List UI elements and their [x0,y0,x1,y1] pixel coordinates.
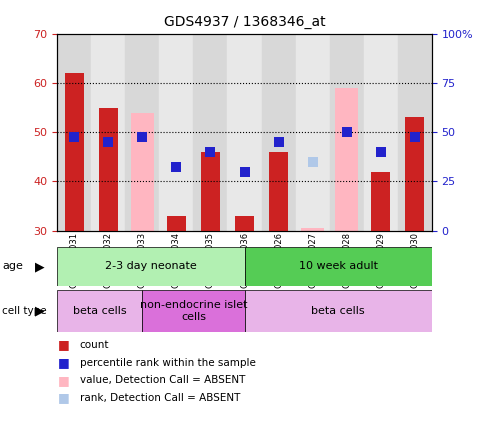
Bar [131,113,154,231]
Text: cell type: cell type [2,306,47,316]
Bar [167,216,186,231]
Text: ▶: ▶ [35,305,44,317]
Point [138,134,146,140]
Bar [300,228,324,231]
Bar [57,34,91,231]
Text: percentile rank within the sample: percentile rank within the sample [80,357,255,368]
Bar [125,34,160,231]
Text: 2-3 day neonate: 2-3 day neonate [105,261,197,272]
Point [207,148,215,155]
Bar [99,107,118,231]
Point [274,139,282,146]
Bar [245,290,432,332]
Text: ■: ■ [57,338,69,351]
Bar [269,152,288,231]
Point [343,129,351,136]
Bar [364,34,398,231]
Text: ▶: ▶ [35,260,44,273]
Point [308,158,316,165]
Text: value, Detection Call = ABSENT: value, Detection Call = ABSENT [80,375,245,385]
Text: rank, Detection Call = ABSENT: rank, Detection Call = ABSENT [80,393,240,403]
Bar [57,290,142,332]
Bar [371,172,390,231]
Point [104,139,112,146]
Bar [398,34,432,231]
Point [173,163,181,170]
Point [70,134,78,140]
Text: beta cells: beta cells [311,306,365,316]
Bar [194,34,228,231]
Text: ■: ■ [57,392,69,404]
Text: age: age [2,261,23,272]
Bar [228,34,261,231]
Text: non-endocrine islet
cells: non-endocrine islet cells [140,300,247,322]
Text: count: count [80,340,109,350]
Bar [160,34,194,231]
Bar [295,34,329,231]
Point [377,148,385,155]
Bar [65,73,84,231]
Title: GDS4937 / 1368346_at: GDS4937 / 1368346_at [164,15,325,29]
Text: ■: ■ [57,356,69,369]
Text: 10 week adult: 10 week adult [298,261,378,272]
Point [241,168,249,175]
Point [411,134,419,140]
Bar [57,247,245,286]
Bar [329,34,364,231]
Text: ■: ■ [57,374,69,387]
Bar [335,88,358,231]
Bar [261,34,295,231]
Text: beta cells: beta cells [73,306,127,316]
Bar [142,290,245,332]
Bar [405,118,424,231]
Bar [201,152,220,231]
Bar [245,247,432,286]
Bar [91,34,125,231]
Bar [235,216,254,231]
